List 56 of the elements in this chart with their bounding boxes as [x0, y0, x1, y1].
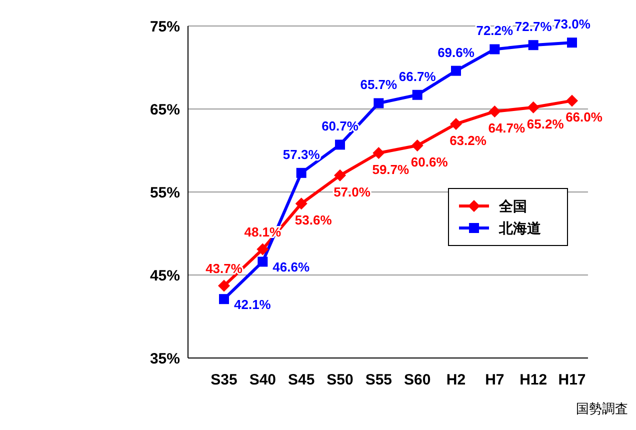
text: 国勢調査	[576, 400, 628, 418]
legend-label: 全国	[499, 197, 527, 216]
data-label: 73.0%	[554, 16, 591, 32]
point	[411, 140, 424, 152]
point	[296, 168, 306, 178]
y-tick-label: 45%	[150, 267, 180, 284]
point	[527, 101, 540, 114]
data-label: 57.0%	[334, 184, 371, 200]
legend-label: 北海道	[499, 219, 541, 238]
point	[334, 169, 346, 182]
data-label: 43.7%	[206, 260, 243, 276]
point	[372, 146, 385, 159]
y-tick-label: 35%	[150, 350, 180, 368]
data-label: 66.0%	[566, 110, 603, 125]
data-label: 63.2%	[450, 132, 487, 148]
point	[488, 105, 501, 118]
data-label: 64.7%	[488, 120, 526, 136]
data-label: 65.2%	[526, 116, 564, 132]
x-tick-label: H7	[485, 372, 504, 389]
x-tick-label: S55	[365, 372, 392, 389]
point	[258, 256, 268, 267]
point	[374, 98, 384, 108]
point	[566, 94, 578, 107]
data-label: 60.6%	[410, 154, 448, 170]
data-label: 59.7%	[372, 162, 410, 177]
point	[295, 198, 308, 210]
x-tick-label: H2	[446, 372, 466, 389]
data-label: 66.7%	[398, 68, 436, 84]
point	[490, 44, 500, 54]
data-label: 65.7%	[360, 77, 398, 92]
data-label: 57.3%	[282, 146, 320, 162]
y-tick-label: 55%	[150, 184, 180, 202]
y-tick-label: 65%	[150, 101, 180, 118]
data-label: 72.2%	[476, 23, 514, 38]
data-label: 42.1%	[234, 297, 272, 312]
x-tick-label: S35	[210, 372, 238, 389]
x-tick-label: S40	[249, 372, 276, 389]
point	[567, 38, 577, 48]
data-label: 69.6%	[438, 44, 475, 60]
x-tick-label: S60	[404, 372, 431, 389]
data-label: 72.7%	[514, 19, 552, 34]
point	[450, 118, 462, 130]
point	[219, 294, 229, 304]
point	[256, 243, 269, 256]
point	[528, 40, 538, 50]
point	[451, 66, 461, 76]
y-tick-label: 75%	[150, 18, 180, 36]
data-label: 53.6%	[294, 212, 332, 228]
x-tick-label: H17	[558, 372, 586, 389]
x-tick-label: H12	[520, 372, 548, 389]
x-tick-label: S50	[326, 372, 354, 389]
point	[335, 140, 345, 150]
data-label: 46.6%	[272, 260, 310, 275]
point	[218, 280, 230, 292]
point	[412, 90, 422, 100]
x-tick-label: S45	[288, 372, 315, 389]
